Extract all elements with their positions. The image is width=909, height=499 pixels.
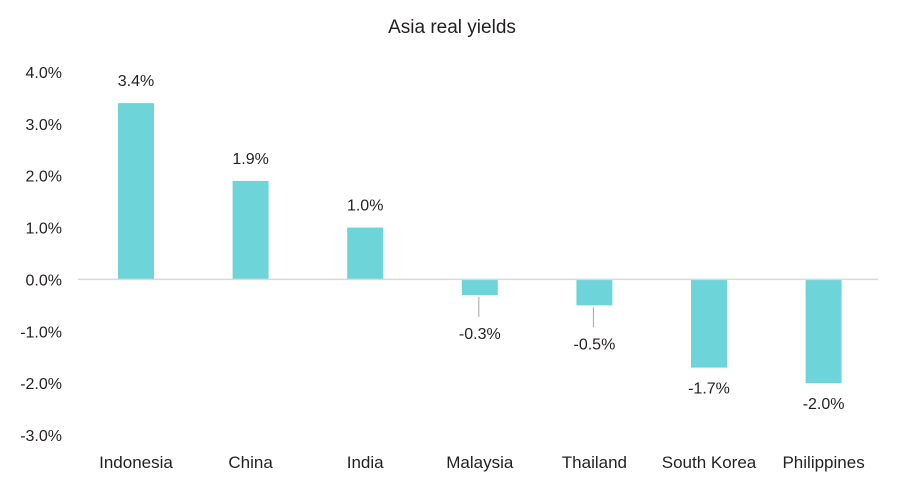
data-label: 3.4% (118, 73, 154, 90)
y-tick-label: -2.0% (20, 376, 62, 393)
x-category-label: South Korea (662, 453, 757, 472)
y-tick-label: 4.0% (26, 65, 62, 82)
data-label: -0.3% (459, 326, 501, 343)
y-tick-label: -3.0% (20, 428, 62, 445)
bar (232, 180, 269, 280)
data-label-leaders (478, 296, 594, 328)
bar (576, 279, 613, 306)
data-label: -1.7% (688, 381, 730, 398)
bars (118, 103, 842, 384)
x-axis-categories: Indonesia China India Malaysia Thailand South… (99, 453, 865, 472)
x-category-label: Malaysia (446, 453, 514, 472)
y-tick-label: 2.0% (26, 169, 62, 186)
data-labels: 3.4% 1.9% 1.0% -0.3% -0.5% -1.7% -2.0% (118, 73, 845, 413)
data-label: 1.0% (347, 198, 383, 215)
data-label: 1.9% (232, 151, 268, 168)
x-category-label: Philippines (782, 453, 864, 472)
bar (347, 227, 384, 280)
y-axis-ticks: 4.0% 3.0% 2.0% 1.0% 0.0% -1.0% -2.0% -3.0% (20, 65, 62, 445)
data-label: -0.5% (574, 336, 616, 353)
y-tick-label: -1.0% (20, 324, 62, 341)
x-category-label: China (228, 453, 273, 472)
x-category-label: Indonesia (99, 453, 173, 472)
x-category-label: Thailand (562, 453, 627, 472)
bar (118, 103, 154, 280)
chart-title: Asia real yields (388, 17, 516, 38)
y-tick-label: 3.0% (26, 117, 62, 134)
x-category-label: India (347, 453, 384, 472)
bar (691, 279, 727, 368)
y-tick-label: 0.0% (26, 272, 62, 289)
bar (805, 279, 842, 384)
bar (461, 279, 498, 295)
y-tick-label: 1.0% (26, 221, 62, 238)
data-label: -2.0% (803, 396, 845, 413)
